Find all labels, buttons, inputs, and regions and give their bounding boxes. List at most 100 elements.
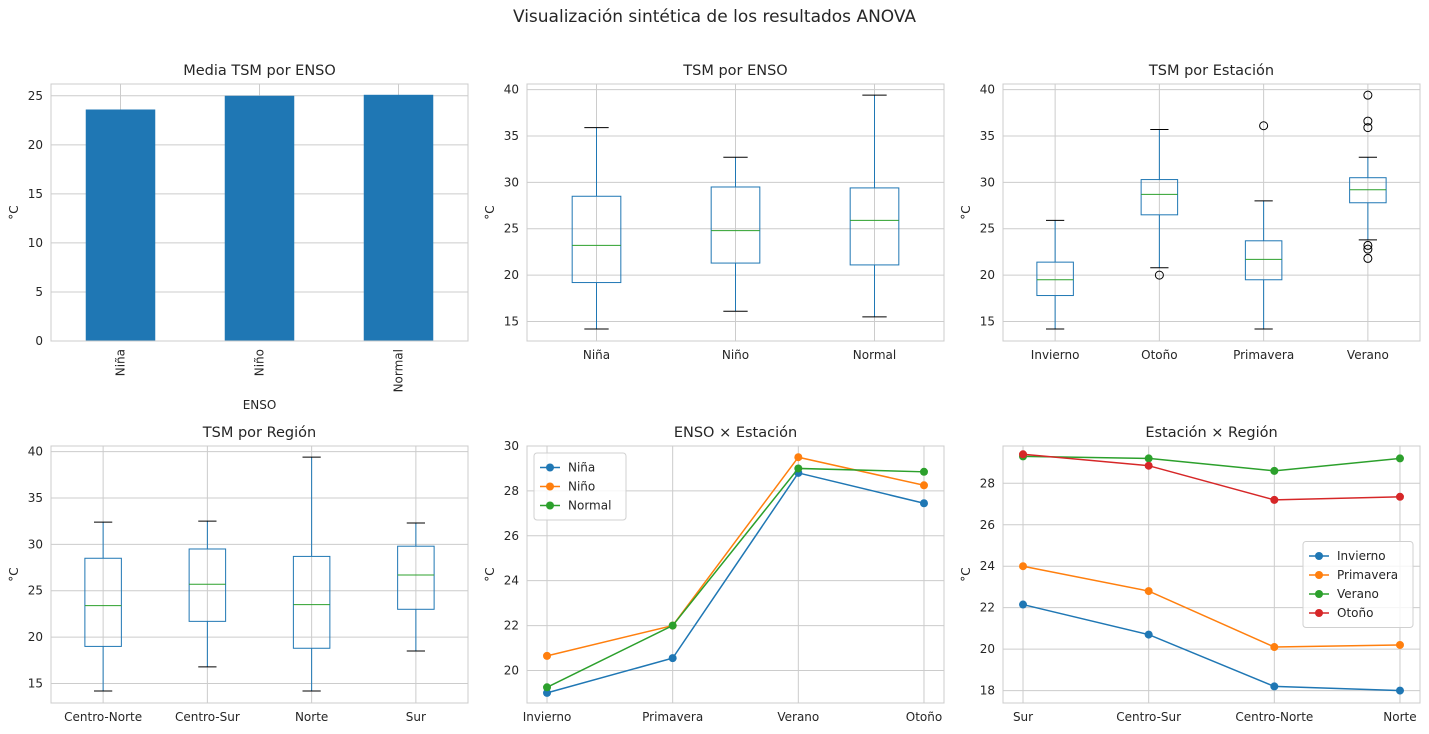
- y-axis-label: °C: [7, 567, 21, 581]
- y-tick-label: 26: [980, 518, 995, 532]
- outlier-point: [1363, 90, 1373, 100]
- data-point: [543, 688, 552, 697]
- panel-title: TSM por ENSO: [682, 63, 787, 79]
- legend-label-otono: Otoño: [1337, 606, 1373, 620]
- data-point: [794, 453, 803, 462]
- series-line: [1023, 455, 1401, 472]
- legend-label-normal: Normal: [568, 499, 611, 513]
- legend-swatch-marker: [1315, 590, 1323, 598]
- data-point: [1144, 454, 1153, 463]
- y-tick-label: 15: [28, 677, 43, 691]
- series-otono: [1019, 450, 1404, 504]
- plot-frame: [50, 83, 469, 342]
- x-tick-label: Otoño: [906, 710, 942, 724]
- data-point: [1395, 686, 1404, 695]
- y-tick-label: 30: [504, 439, 519, 453]
- y-axis-label: °C: [959, 205, 973, 219]
- legend-label-primavera: Primavera: [1337, 568, 1398, 582]
- data-point: [1395, 454, 1404, 463]
- data-point: [1144, 587, 1153, 596]
- y-axis-label: °C: [483, 205, 497, 219]
- panel-enso-estacion: Niña Niño Normal 20 22 24 26 28 30 Invierno Primav…: [483, 425, 945, 724]
- data-point: [1144, 461, 1153, 470]
- plot-frame: [50, 445, 469, 704]
- box-primavera: [1244, 121, 1283, 330]
- legend-label-invierno: Invierno: [1337, 549, 1386, 563]
- series-line: [546, 467, 925, 688]
- y-tick-label: 28: [504, 484, 519, 498]
- x-tick-label: Norte: [295, 710, 328, 724]
- x-tick-label: Primavera: [1233, 348, 1294, 362]
- data-point: [1270, 682, 1279, 691]
- panel-estacion-region: Invierno Primavera Verano Otoño 18 20 22 24 26 28…: [959, 425, 1421, 724]
- y-tick-label: 20: [504, 268, 519, 282]
- box-iqr: [397, 545, 435, 610]
- outlier-point: [1363, 240, 1373, 250]
- x-tick-label: Centro-Norte: [1235, 710, 1313, 724]
- box-normal: [849, 94, 900, 318]
- x-tick-label: Normal: [392, 349, 406, 392]
- box-iqr: [710, 186, 761, 264]
- y-tick-label: 20: [980, 642, 995, 656]
- y-tick-label: 35: [28, 491, 43, 505]
- y-axis-label: °C: [959, 567, 973, 581]
- legend: Invierno Primavera Verano Otoño: [1302, 541, 1414, 628]
- box-iqr: [1036, 261, 1074, 297]
- legend-frame: [1302, 541, 1414, 628]
- bar-nina: [85, 109, 156, 341]
- data-point: [1395, 640, 1404, 649]
- box-otono: [1140, 128, 1179, 280]
- y-tick-label: 0: [35, 334, 43, 348]
- legend-swatch-marker: [1315, 609, 1323, 617]
- y-tick-label: 5: [35, 285, 43, 299]
- outlier-point: [1363, 116, 1373, 126]
- box-norte: [292, 456, 331, 692]
- data-point: [1019, 450, 1028, 459]
- panel-title: TSM por Estación: [1148, 63, 1274, 79]
- legend-label-verano: Verano: [1337, 587, 1379, 601]
- y-tick-label: 25: [28, 584, 43, 598]
- legend-frame: [533, 452, 627, 521]
- x-axis-label: ENSO: [243, 398, 277, 412]
- x-tick-label: Invierno: [1031, 348, 1080, 362]
- legend-label-nino: Niño: [568, 480, 595, 494]
- x-tick-label: Verano: [1347, 348, 1389, 362]
- data-point: [919, 467, 928, 476]
- data-point: [919, 499, 928, 508]
- y-tick-label: 30: [504, 175, 519, 189]
- y-tick-label: 25: [504, 222, 519, 236]
- y-tick-label: 24: [504, 574, 519, 588]
- series-line: [1022, 603, 1401, 692]
- y-tick-label: 20: [504, 663, 519, 677]
- outlier-point: [1363, 253, 1373, 263]
- data-point: [1019, 600, 1028, 609]
- x-tick-label: Primavera: [642, 710, 703, 724]
- data-point: [543, 683, 552, 692]
- legend-swatch-marker: [1315, 552, 1323, 560]
- series-verano: [1019, 452, 1404, 475]
- y-tick-label: 15: [504, 315, 519, 329]
- data-point: [1270, 495, 1279, 504]
- series-line: [1022, 565, 1400, 648]
- x-tick-label: Centro-Sur: [1116, 710, 1181, 724]
- panel-title: ENSO × Estación: [674, 425, 797, 441]
- y-tick-label: 20: [28, 630, 43, 644]
- x-tick-label: Centro-Sur: [175, 710, 240, 724]
- data-point: [1270, 466, 1279, 475]
- figure-title: Visualización sintética de los resultado…: [512, 7, 917, 27]
- box-verano: [1349, 90, 1387, 263]
- plot-frame: [526, 445, 945, 704]
- plot-frame: [1002, 445, 1421, 704]
- series-primavera: [1019, 562, 1404, 652]
- data-point: [1019, 562, 1028, 571]
- x-tick-label: Niño: [722, 348, 749, 362]
- x-tick-label: Sur: [1013, 710, 1033, 724]
- y-tick-label: 25: [980, 222, 995, 236]
- data-point: [794, 464, 803, 473]
- box-iqr: [849, 187, 900, 266]
- data-point: [1395, 492, 1404, 501]
- x-tick-label: Norte: [1383, 710, 1416, 724]
- plot-frame: [1002, 83, 1421, 342]
- box-centro-norte: [84, 521, 122, 692]
